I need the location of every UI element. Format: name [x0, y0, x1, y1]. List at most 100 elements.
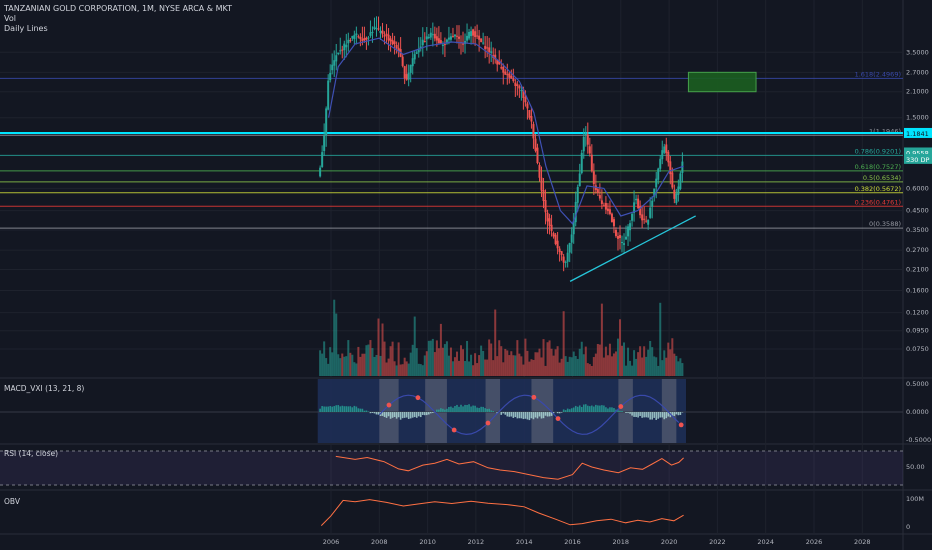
volume-bar: [518, 353, 521, 376]
macd-histogram-bar: [542, 412, 545, 419]
macd-histogram-bar: [641, 412, 643, 418]
candle-body: [411, 58, 414, 67]
candle-body: [337, 52, 340, 55]
volume-bar: [335, 313, 338, 376]
candle-body: [395, 44, 398, 49]
volume-bar: [639, 346, 642, 376]
candle-body: [655, 178, 658, 188]
candle-body: [321, 152, 324, 167]
macd-histogram-bar: [460, 404, 462, 412]
candle-body: [614, 229, 617, 237]
candle-body: [415, 52, 418, 54]
macd-histogram-bar: [657, 412, 660, 419]
fib-level-label: 1.618(2.4969): [855, 70, 901, 78]
volume-bar: [522, 364, 525, 376]
candle-body: [391, 40, 394, 45]
candle-body: [484, 46, 487, 49]
candle-body: [629, 223, 632, 231]
macd-histogram-bar: [452, 407, 454, 412]
rsi-band: [0, 451, 903, 485]
macd-histogram-bar: [578, 405, 581, 412]
macd-histogram-bar: [391, 412, 394, 418]
candle-body: [522, 89, 525, 98]
volume-bar: [421, 365, 424, 376]
candle-body: [608, 209, 611, 214]
candle-body: [480, 38, 483, 43]
volume-bar: [629, 360, 632, 376]
candle-body: [437, 38, 440, 44]
volume-bar: [373, 356, 376, 376]
macd-background-band: [317, 379, 687, 443]
volume-bar: [433, 352, 436, 376]
candle-body: [407, 72, 410, 80]
macd-histogram-bar: [421, 412, 424, 415]
candle-body: [327, 80, 330, 110]
candle-body: [546, 212, 549, 222]
candle-body: [558, 248, 561, 252]
macd-histogram-bar: [389, 412, 392, 419]
candle-body: [413, 54, 416, 60]
macd-shaded-region: [661, 379, 677, 443]
fib-level-label: 0(0.3588): [869, 220, 901, 228]
macd-histogram-bar: [550, 412, 553, 416]
candle-body: [486, 47, 489, 49]
macd-shaded-region: [531, 379, 554, 443]
volume-bar: [449, 347, 452, 376]
candle-body: [417, 49, 420, 53]
macd-shaded-region: [379, 379, 399, 443]
macd-histogram-bar: [589, 406, 591, 412]
candle-body: [357, 36, 360, 38]
macd-histogram-bar: [407, 412, 410, 419]
candle-body: [681, 161, 684, 174]
volume-bar: [464, 361, 467, 376]
volume-bar: [653, 356, 656, 376]
macd-cross-dot: [555, 416, 561, 422]
volume-bar: [542, 339, 545, 376]
volume-bar: [554, 349, 557, 376]
volume-bar: [633, 350, 636, 376]
candle-body: [425, 36, 428, 40]
time-axis-tick: 2008: [371, 538, 388, 546]
macd-histogram-bar: [393, 412, 396, 418]
obv-line: [320, 499, 684, 526]
volume-bar: [389, 346, 392, 376]
macd-histogram-bar: [442, 408, 444, 412]
candle-body: [566, 252, 569, 262]
volume-bar: [447, 355, 450, 376]
candle-body: [449, 36, 452, 40]
volume-bar: [645, 356, 648, 376]
fib-level-label: 0.618(0.7527): [855, 163, 901, 171]
volume-bar: [437, 348, 440, 376]
candle-body: [602, 205, 605, 207]
candle-body: [445, 39, 448, 44]
macd-histogram-bar: [532, 412, 535, 420]
candle-body: [590, 154, 593, 172]
candle-body: [570, 234, 573, 243]
candle-body: [673, 189, 676, 199]
candle-body: [564, 261, 567, 263]
macd-histogram-bar: [613, 408, 615, 412]
candle-body: [383, 35, 386, 37]
candle-body: [600, 200, 603, 204]
macd-histogram-bar: [558, 412, 561, 414]
volume-bar: [508, 355, 511, 376]
macd-histogram-bar: [415, 412, 418, 418]
macd-histogram-bar: [506, 412, 509, 417]
macd-histogram-bar: [586, 405, 589, 412]
macd-histogram-bar: [534, 412, 537, 418]
candle-body: [657, 168, 660, 180]
macd-histogram-bar: [367, 411, 370, 412]
macd-axis-tick: -0.5000: [906, 436, 931, 444]
macd-histogram-bar: [419, 412, 422, 418]
volume-bar: [516, 340, 519, 376]
volume-bar: [359, 356, 362, 376]
volume-bar: [602, 357, 605, 376]
macd-histogram-bar: [538, 412, 541, 417]
price-axis-tick: 0.1200: [906, 309, 929, 317]
candle-body: [625, 236, 628, 240]
volume-bar: [679, 358, 682, 376]
candle-body: [329, 72, 332, 81]
volume-bar: [663, 350, 666, 376]
volume-bar: [586, 363, 589, 376]
